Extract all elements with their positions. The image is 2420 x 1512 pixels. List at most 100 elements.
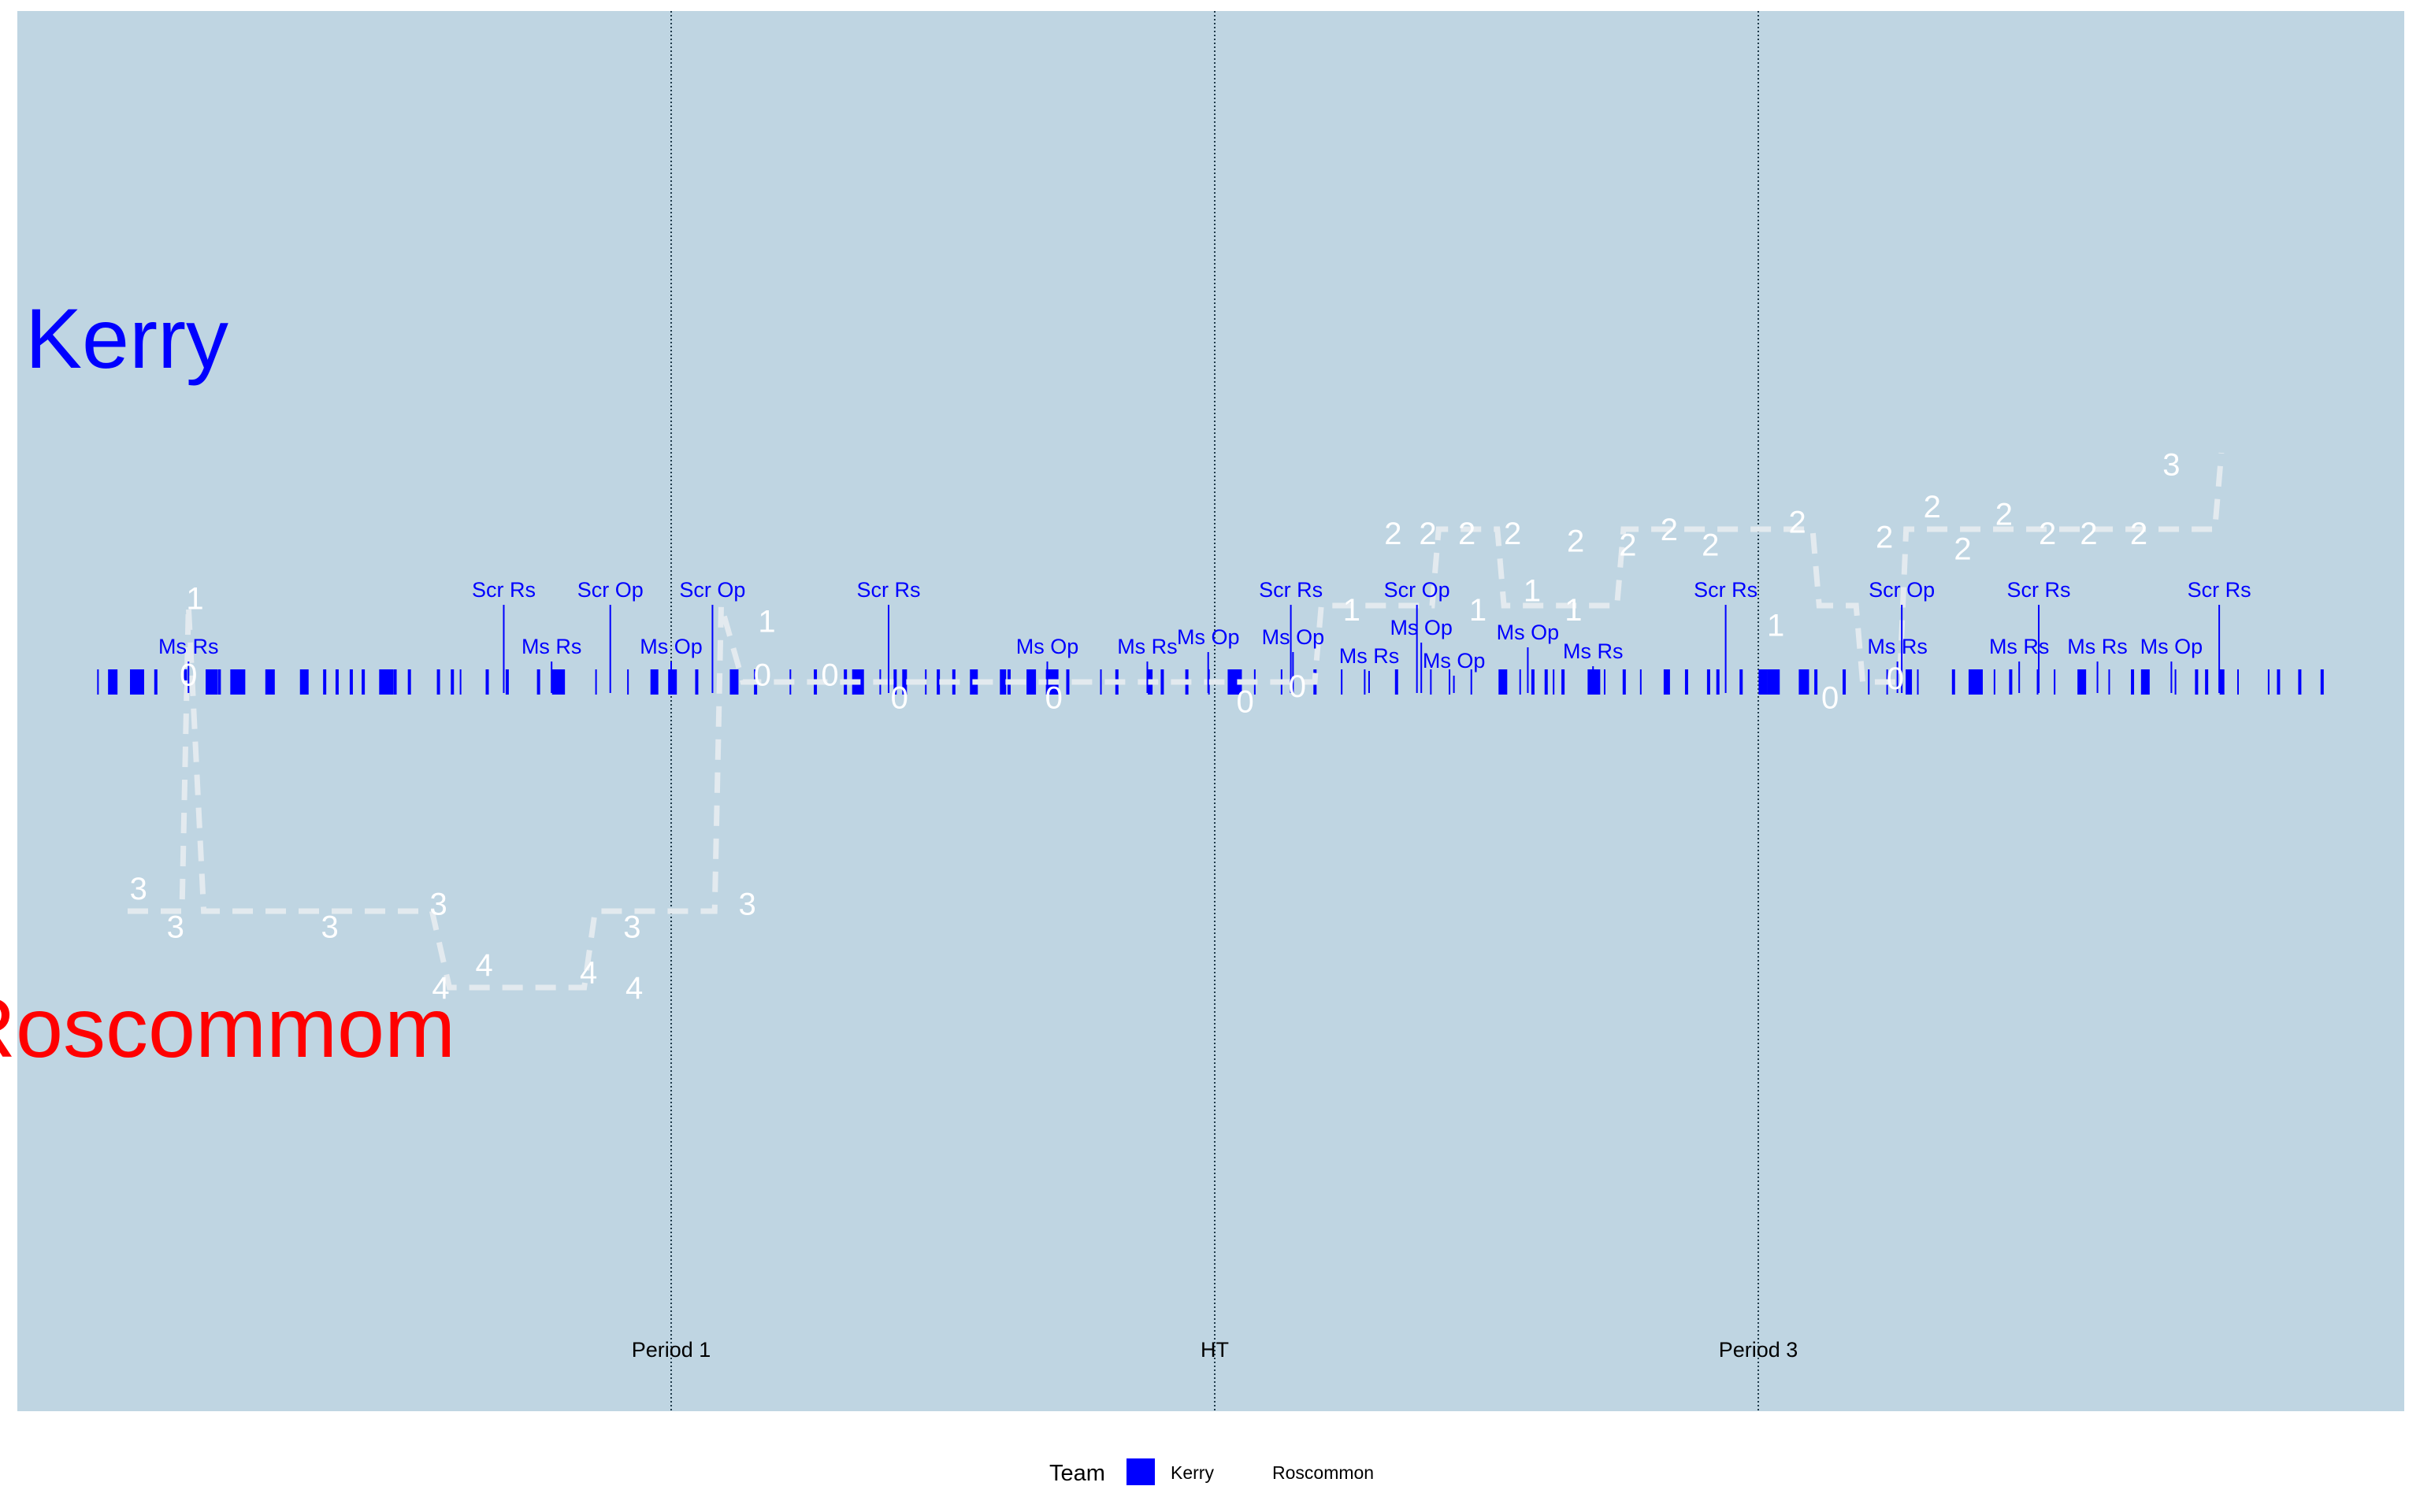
event-tick (154, 669, 158, 695)
team-label-roscommon: Roscommom (0, 980, 455, 1075)
score-label: 1 (758, 604, 775, 639)
event-tick (393, 669, 397, 695)
event-label: Ms Rs (1117, 635, 1178, 658)
event-tick (1000, 669, 1007, 695)
event-tick (1739, 669, 1743, 695)
legend: Team Kerry Roscommon (1049, 1458, 1374, 1486)
event-tick (1684, 669, 1688, 695)
event-tick (1394, 669, 1398, 695)
event-tick (536, 669, 540, 695)
event-label: Scr Rs (1259, 578, 1323, 602)
event-tick (2320, 669, 2324, 695)
score-label: 3 (623, 910, 640, 944)
event-tick (2205, 669, 2209, 695)
event-tick (349, 669, 353, 695)
score-label: 0 (1887, 662, 1904, 696)
event-tick (1561, 669, 1565, 695)
event-tick (379, 669, 394, 695)
event-tick (1968, 669, 1983, 695)
score-label: 2 (1419, 517, 1436, 551)
event-tick (2036, 669, 2039, 695)
event-tick (729, 669, 739, 695)
event-tick (2277, 669, 2281, 695)
event-tick (323, 669, 327, 695)
score-label: 1 (1767, 608, 1784, 643)
score-label: 2 (2080, 517, 2097, 551)
event-ticks (97, 669, 2324, 695)
event-tick (2267, 669, 2270, 695)
event-tick (485, 669, 489, 695)
score-label: 4 (625, 971, 643, 1006)
event-tick (2009, 669, 2013, 695)
event-tick (206, 669, 218, 695)
event-tick (451, 669, 455, 695)
score-label: 1 (1524, 574, 1541, 609)
score-label: 3 (167, 910, 184, 944)
event-tick (97, 669, 99, 695)
event-label: Scr Rs (2188, 578, 2251, 602)
score-label: 2 (2039, 517, 2056, 551)
score-label: 2 (1661, 513, 1678, 547)
period-label: Period 1 (632, 1338, 711, 1362)
event-tick (1951, 669, 1955, 695)
score-label: 0 (754, 658, 771, 692)
score-label: 0 (1289, 669, 1306, 704)
event-tick (2077, 669, 2087, 695)
event-tick (1639, 669, 1642, 695)
event-tick (505, 669, 509, 695)
event-tick (362, 669, 366, 695)
event-tick (1544, 669, 1548, 695)
score-label: 1 (1564, 593, 1582, 628)
event-label: Ms Op (2140, 635, 2203, 658)
event-tick (650, 669, 659, 695)
event-tick (1531, 669, 1535, 695)
score-label: 0 (1237, 684, 1254, 719)
event-label: Ms Op (1423, 649, 1486, 673)
event-label: Scr Rs (472, 578, 536, 602)
event-tick (1100, 669, 1102, 695)
event-tick (2236, 669, 2239, 695)
event-label: Ms Op (1390, 616, 1453, 639)
event-label: Scr Rs (1694, 578, 1757, 602)
event-tick (2219, 669, 2225, 695)
plot-panel (17, 11, 2404, 1411)
event-tick (1706, 669, 1710, 695)
score-margin-path (128, 452, 2225, 991)
event-tick (1519, 669, 1521, 695)
legend-swatch-kerry (1126, 1458, 1155, 1485)
score-label: 4 (432, 971, 449, 1006)
event-tick (1814, 669, 1818, 695)
score-label: 0 (1045, 680, 1063, 715)
event-tick (1798, 669, 1809, 695)
score-label: 0 (1821, 680, 1839, 715)
event-label: Ms Op (1262, 625, 1325, 649)
event-tick (2131, 669, 2135, 695)
score-label: 3 (321, 910, 339, 944)
event-tick (1917, 669, 1919, 695)
score-label: 4 (580, 956, 597, 991)
event-tick (668, 669, 677, 695)
event-tick (1227, 669, 1242, 695)
score-label: 3 (738, 887, 755, 921)
event-label: Ms Rs (1563, 639, 1624, 663)
event-tick (1587, 669, 1601, 695)
score-label: 2 (1619, 528, 1636, 562)
event-label: Ms Rs (1339, 644, 1400, 668)
event-tick (2140, 669, 2150, 695)
score-label: 2 (1954, 532, 1971, 566)
event-tick (1868, 669, 1870, 695)
event-tick (902, 669, 908, 695)
event-tick (1498, 669, 1508, 695)
event-label: Ms Rs (1989, 635, 2050, 658)
event-label: Ms Rs (1867, 635, 1928, 658)
event-tick (230, 669, 246, 695)
event-tick (1553, 669, 1555, 695)
legend-label-kerry: Kerry (1171, 1462, 1214, 1483)
score-label: 3 (430, 887, 447, 921)
event-tick (459, 669, 462, 695)
legend-title: Team (1049, 1461, 1105, 1486)
event-tick (2054, 669, 2056, 695)
event-tick (129, 669, 144, 695)
score-label: 2 (1458, 517, 1475, 551)
